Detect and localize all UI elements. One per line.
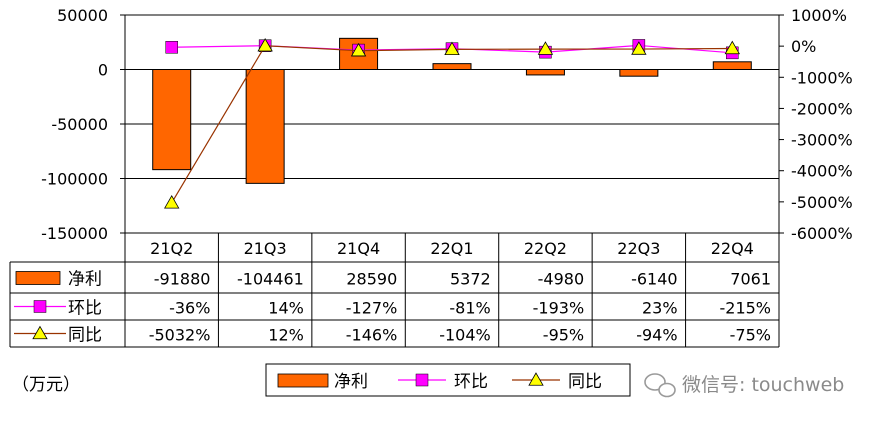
right-tick-label: -3000% <box>791 131 853 150</box>
table-cell-value: -127% <box>346 299 398 318</box>
table-cell-value: 7061 <box>730 270 771 289</box>
wechat-icon <box>644 373 676 398</box>
gridlines <box>125 14 779 234</box>
bar <box>525 69 565 76</box>
table-cell-value: -75% <box>730 326 771 345</box>
table-cell-value: -104461 <box>237 270 304 289</box>
legend-label: 净利 <box>334 372 368 392</box>
bar-series <box>152 37 752 184</box>
right-axis: 1000% 0% -1000% -2000% -3000% -4000% -5000% -60… <box>778 6 853 243</box>
bar <box>245 69 285 184</box>
table-cell-value: -81% <box>449 299 490 318</box>
unit-label: （万元） <box>12 375 80 395</box>
left-tick-label: 50000 <box>57 6 108 25</box>
bar <box>432 63 472 70</box>
table-cell-value: 28590 <box>346 270 397 289</box>
table-cell-value: -193% <box>533 299 585 318</box>
table-cell-value: -94% <box>636 326 677 345</box>
row-series-name: 同比 <box>68 326 102 346</box>
table-cell-value: 12% <box>268 326 304 345</box>
row-key-bar <box>15 271 61 285</box>
triangle-point <box>724 40 740 55</box>
row-key-square <box>33 300 47 313</box>
legend-key-bar <box>277 373 329 388</box>
legend-key-square <box>415 373 429 387</box>
table-cell-value: -5032% <box>149 326 211 345</box>
table-cell-value: -146% <box>346 326 398 345</box>
table-cell-value: -6140 <box>631 270 678 289</box>
table-cell-value: -215% <box>719 299 771 318</box>
legend: 净利 环比 同比 <box>265 363 631 397</box>
table-cell-value: 14% <box>268 299 304 318</box>
table-cell-value: 23% <box>642 299 678 318</box>
triangle-point <box>350 42 367 57</box>
triangle-point <box>631 41 647 55</box>
right-tick-label: -2000% <box>791 99 853 118</box>
right-tick-label: 0% <box>791 37 816 56</box>
category-label: 22Q3 <box>617 239 660 258</box>
legend-label: 环比 <box>454 372 488 392</box>
triangle-point <box>257 37 273 52</box>
category-label: 21Q2 <box>150 239 193 258</box>
watermark-text: 微信号: touchweb <box>682 374 844 396</box>
triangle-point <box>444 41 460 56</box>
square-point <box>165 41 178 54</box>
table-cell-value: -95% <box>543 326 584 345</box>
table-cell-value: -91880 <box>154 270 211 289</box>
category-label: 22Q4 <box>711 239 754 258</box>
category-label: 21Q3 <box>244 239 287 258</box>
table-cell-value: -104% <box>439 326 491 345</box>
right-tick-label: -4000% <box>791 162 853 181</box>
bar <box>712 61 752 70</box>
right-tick-label: -6000% <box>791 224 853 243</box>
watermark: 微信号: touchweb <box>644 373 844 398</box>
left-tick-label: 0 <box>98 61 108 80</box>
bar <box>619 69 659 77</box>
right-tick-label: -1000% <box>791 68 853 87</box>
left-axis: 50000 0 -50000 -100000 -150000 <box>41 6 126 243</box>
legend-label: 同比 <box>568 372 602 392</box>
table-cell-value: -36% <box>169 299 210 318</box>
row-key-triangle <box>32 325 48 340</box>
left-tick-label: -100000 <box>41 170 108 189</box>
legend-key-triangle <box>528 372 544 386</box>
category-label: 21Q4 <box>337 239 380 258</box>
left-tick-label: -50000 <box>51 115 108 134</box>
table-cell-value: -4980 <box>538 270 585 289</box>
data-table: 21Q2 21Q3 21Q4 22Q1 22Q2 22Q3 22Q4 净利 -91880 -104… <box>9 233 780 348</box>
category-label: 22Q2 <box>524 239 567 258</box>
triangle-point <box>164 195 180 209</box>
right-tick-label: -5000% <box>791 193 853 212</box>
row-series-name: 环比 <box>68 299 102 319</box>
row-series-name: 净利 <box>68 270 102 290</box>
line-series <box>164 37 740 209</box>
category-label: 22Q1 <box>430 239 473 258</box>
bar <box>152 69 192 171</box>
table-cell-value: 5372 <box>450 270 491 289</box>
left-tick-label: -150000 <box>41 224 108 243</box>
right-tick-label: 1000% <box>791 6 847 25</box>
triangle-point <box>537 41 554 55</box>
